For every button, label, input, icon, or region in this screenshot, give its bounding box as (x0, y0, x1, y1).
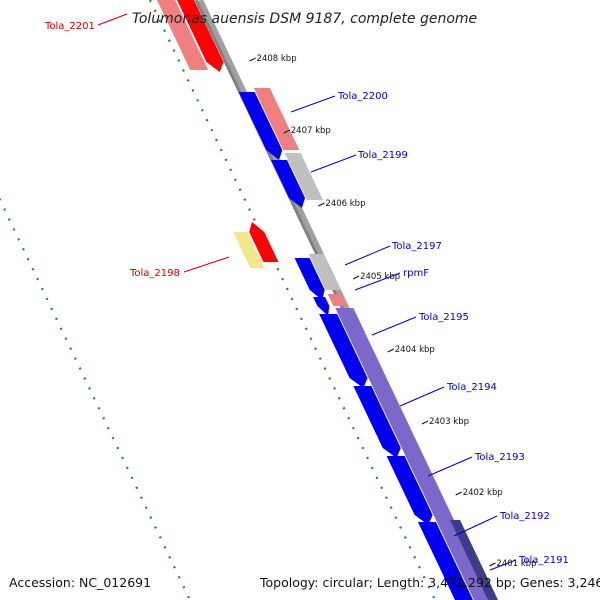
kbp-tick-label: 2401 kbp (496, 559, 536, 569)
kbp-tick-mark (421, 420, 429, 425)
kbp-ticks: 2408 kbp 2407 kbp 2406 kbp 2405 kbp 2404 kbp… (249, 54, 536, 569)
gene-label-tola_2191: Tola_2191 (518, 555, 569, 566)
tola-2199-gray-block (284, 153, 323, 200)
rpmf-pink-block (327, 294, 348, 306)
kbp-tick-mark (318, 202, 325, 207)
kbp-tick-mark (283, 129, 290, 134)
gene-label-tola_2200: Tola_2200 (337, 91, 388, 102)
gene-label-leader (344, 245, 391, 266)
gene-features (157, 0, 498, 600)
gene-label-leader (453, 515, 498, 537)
kbp-tick-mark (455, 491, 462, 496)
kbp-tick-mark (352, 275, 360, 280)
gene-label-leader (97, 13, 128, 26)
gene-label-tola_2193: Tola_2193 (474, 452, 525, 463)
tola-2197-gray-block (308, 254, 341, 290)
gene-label-tola_2201: Tola_2201 (44, 21, 95, 32)
kbp-tick-label: 2404 kbp (395, 345, 435, 355)
tola-2197-blue-block (294, 258, 325, 300)
dotted-guide-tracks (0, 0, 436, 600)
gene-label-rpmf: rpmF (403, 268, 429, 279)
tola-2195-blue-block (319, 314, 368, 388)
tola-2201-pink-block (157, 0, 209, 70)
kbp-tick-label: 2408 kbp (257, 54, 297, 64)
dark-purple-block (450, 520, 498, 600)
outer-dotted-track (149, 0, 436, 600)
kbp-tick-mark (249, 57, 256, 62)
topology-text: Topology: circular; Length: 3,471,292 bp… (259, 575, 600, 590)
gene-label-tola_2199: Tola_2199 (357, 150, 408, 161)
kbp-tick-mark (387, 348, 394, 353)
gene-labels: Tola_2201 Tola_2200 Tola_2199 Tola_2198 Tola… (44, 13, 569, 571)
kbp-tick-label: 2405 kbp (360, 272, 400, 282)
tola-2200-blue-block (238, 92, 283, 160)
gene-label-tola_2194: Tola_2194 (446, 382, 497, 393)
kbp-tick-mark (489, 562, 496, 567)
gene-label-leader (354, 272, 401, 291)
purple-operon-block (335, 308, 492, 600)
tola-2194-blue-block (353, 386, 401, 458)
tola-2193-blue-block (386, 456, 433, 525)
accession-text: Accession: NC_012691 (9, 575, 151, 590)
tola-2201-red-block (177, 0, 224, 72)
tola-2198-yellow-block (233, 232, 265, 268)
gene-label-tola_2195: Tola_2195 (418, 312, 469, 323)
kbp-tick-label: 2403 kbp (429, 417, 469, 427)
gene-label-leader (183, 256, 230, 273)
gene-label-leader (399, 386, 445, 407)
rpmf-blue-block (313, 297, 330, 316)
kbp-tick-label: 2402 kbp (463, 488, 503, 498)
tola-2199-blue-block (271, 160, 306, 208)
gene-label-leader (290, 95, 336, 113)
gene-label-leader (371, 316, 417, 336)
gene-label-leader (427, 456, 473, 477)
gene-label-tola_2198: Tola_2198 (129, 268, 180, 279)
tola-2192-blue-block (417, 522, 473, 600)
gene-label-tola_2192: Tola_2192 (499, 511, 550, 522)
tola-2198-red-block (249, 222, 279, 262)
gene-label-leader (310, 154, 357, 173)
kbp-tick-label: 2407 kbp (291, 126, 331, 136)
gene-label-tola_2197: Tola_2197 (391, 241, 442, 252)
kbp-tick-label: 2406 kbp (325, 199, 365, 209)
genome-title: Tolumonas auensis DSM 9187, complete gen… (132, 11, 477, 27)
gene-label-leader (489, 559, 517, 571)
inner-dotted-track (0, 197, 191, 600)
tola-2200-pink-block (253, 88, 300, 150)
